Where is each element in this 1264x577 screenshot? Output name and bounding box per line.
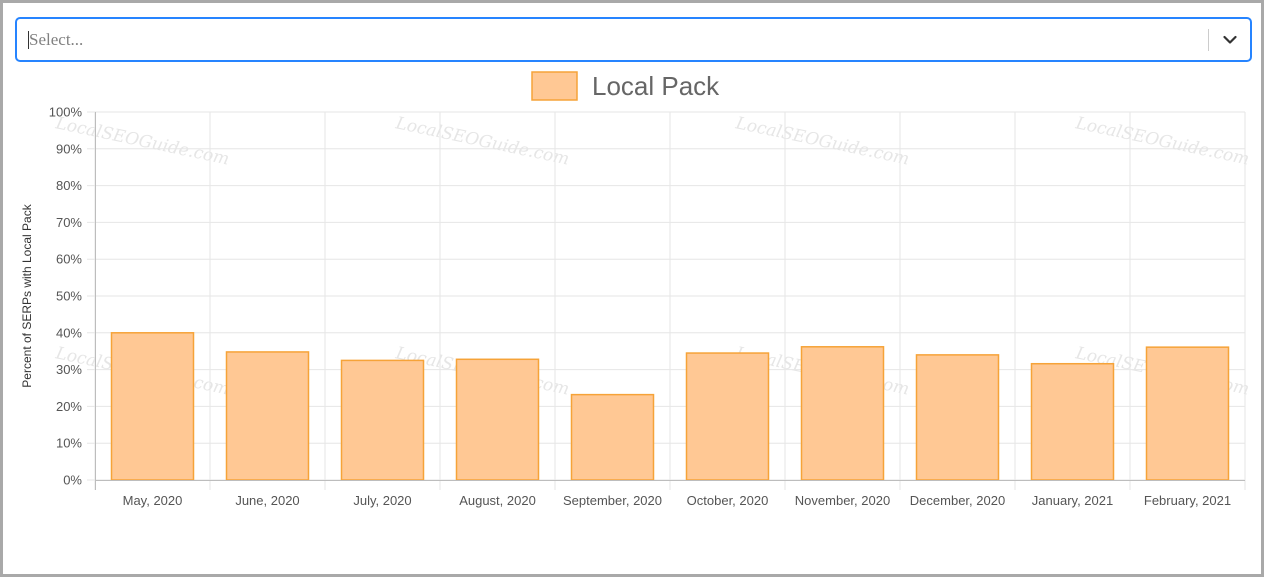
y-tick-label: 90% <box>56 141 82 156</box>
y-tick-label: 30% <box>56 362 82 377</box>
axes <box>95 112 1245 490</box>
x-tick-label: October, 2020 <box>687 493 769 508</box>
y-tick-labels: 0% 10% 20% 30% 40% 50% 60% 70% 80% 90% 100% <box>49 105 83 488</box>
chevron-down-icon[interactable] <box>1210 19 1250 60</box>
bar[interactable] <box>455 358 540 481</box>
x-tick-label: January, 2021 <box>1032 493 1113 508</box>
bar[interactable] <box>340 359 425 481</box>
y-tick-label: 20% <box>56 399 82 414</box>
bar[interactable] <box>1145 346 1230 481</box>
x-tick-label: May, 2020 <box>123 493 183 508</box>
y-tick-label: 0% <box>63 473 82 488</box>
y-tick-label: 60% <box>56 252 82 267</box>
y-tick-label: 10% <box>56 436 82 451</box>
y-axis-title: Percent of SERPs with Local Pack <box>20 203 34 387</box>
x-tick-label: August, 2020 <box>459 493 536 508</box>
select-placeholder: Select... <box>29 30 84 49</box>
y-tick-label: 40% <box>56 325 82 340</box>
bar[interactable] <box>685 352 770 481</box>
bars <box>110 332 1230 481</box>
x-tick-labels: May, 2020 June, 2020 July, 2020 August, 202… <box>123 493 1231 508</box>
x-tick-label: June, 2020 <box>235 493 299 508</box>
bar[interactable] <box>800 346 885 481</box>
x-tick-label: December, 2020 <box>910 493 1005 508</box>
legend-label[interactable]: Local Pack <box>592 71 720 101</box>
watermark-text: LocalSEOGuide.com <box>1073 113 1251 170</box>
x-tick-label: February, 2021 <box>1144 493 1231 508</box>
indicator-separator <box>1208 29 1209 51</box>
bar[interactable] <box>1030 362 1115 481</box>
x-tick-label: September, 2020 <box>563 493 662 508</box>
y-tick-label: 100% <box>49 105 83 120</box>
watermark-text: LocalSEOGuide.com <box>733 113 911 170</box>
watermark-text: LocalSEOGuide.com <box>393 113 571 170</box>
legend-swatch[interactable] <box>531 71 578 101</box>
bar[interactable] <box>110 332 195 481</box>
x-tick-label: July, 2020 <box>353 493 411 508</box>
bar[interactable] <box>915 354 1000 481</box>
y-tick-label: 80% <box>56 178 82 193</box>
bar[interactable] <box>570 393 655 481</box>
text-cursor <box>28 31 29 49</box>
y-tick-label: 70% <box>56 215 82 230</box>
y-tick-label: 50% <box>56 289 82 304</box>
legend[interactable]: Local Pack <box>531 71 720 101</box>
x-tick-label: November, 2020 <box>795 493 890 508</box>
dropdown-select[interactable]: Select... <box>15 17 1252 62</box>
bar[interactable] <box>225 351 310 481</box>
